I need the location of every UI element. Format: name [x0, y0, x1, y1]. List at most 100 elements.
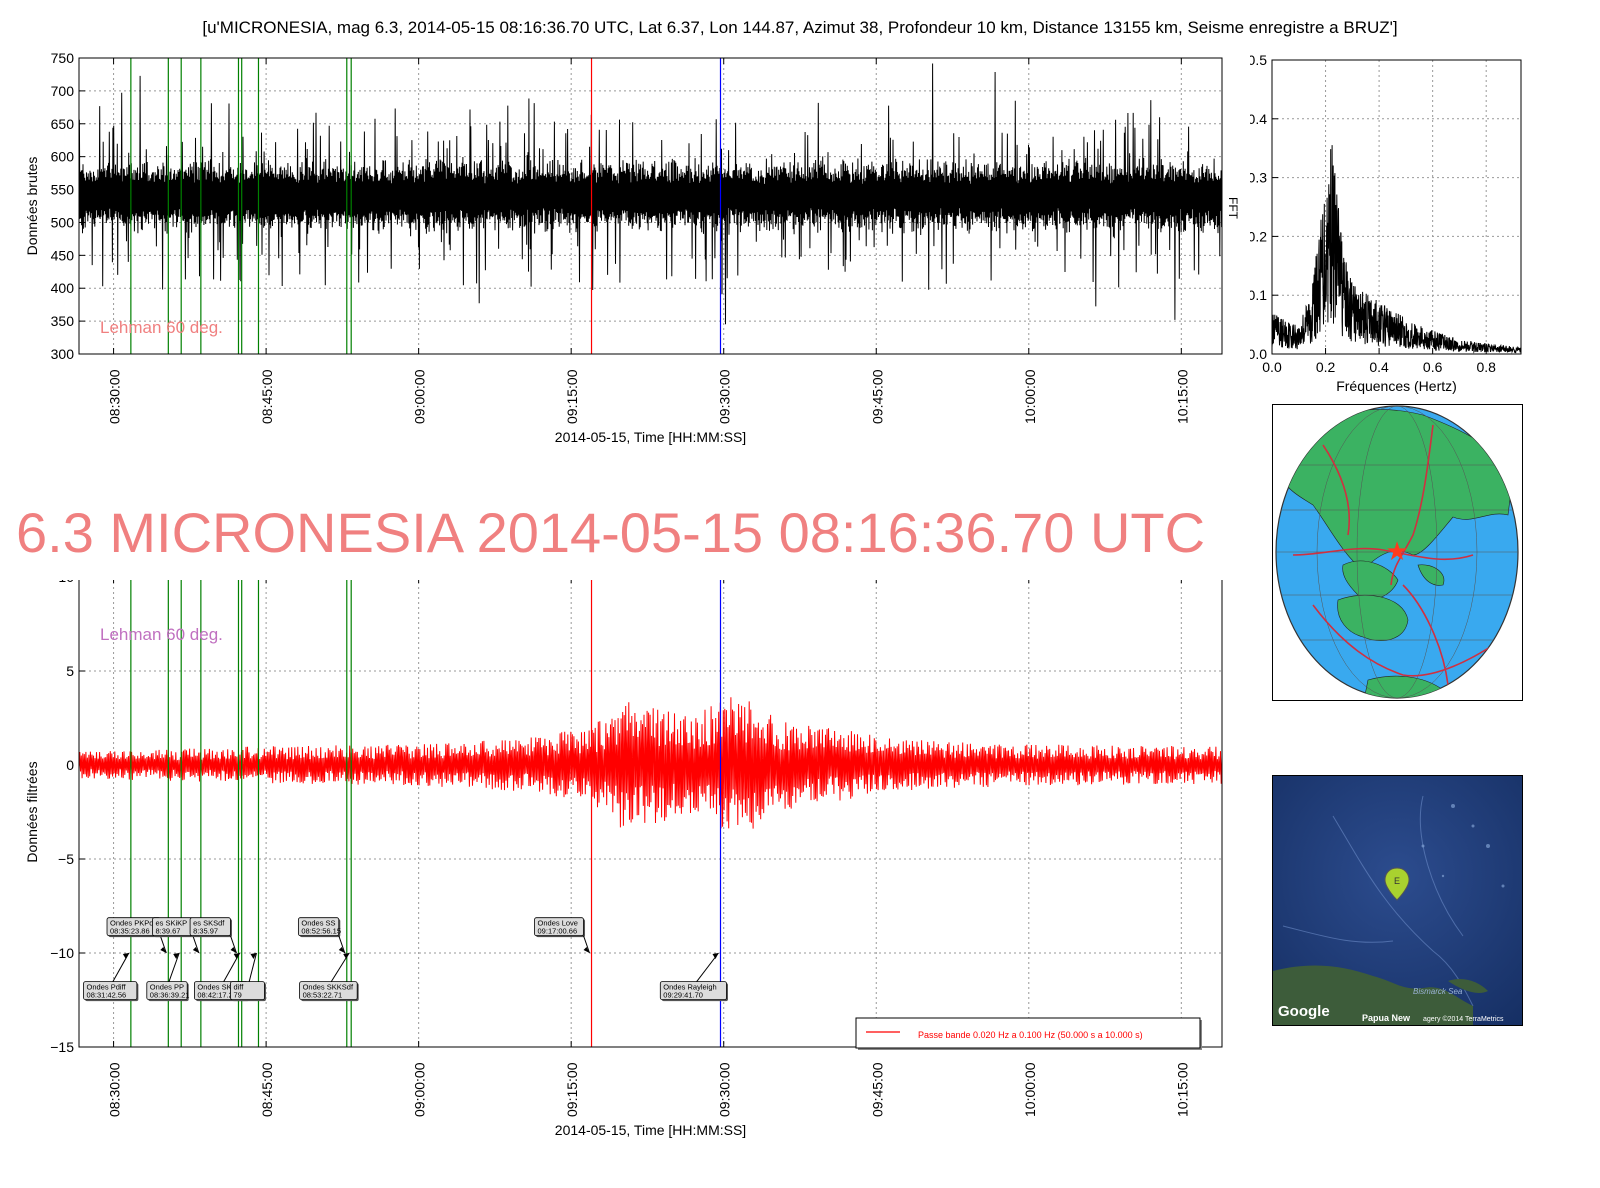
phase-arrow — [583, 935, 590, 954]
plot-frame — [1271, 59, 1522, 355]
x-tick-label: 0.6 — [1423, 359, 1443, 375]
x-tick-label: 10:15:00 — [1174, 1062, 1190, 1117]
phase-label-box — [189, 917, 231, 937]
x-tick-label: 09:45:00 — [869, 1062, 885, 1117]
plot-frame — [78, 57, 1223, 355]
phase-label-time: 08:52:56.15 — [301, 927, 341, 936]
phase-arrow — [248, 952, 257, 982]
phase-label-time: 08:53:22.71 — [303, 991, 343, 1000]
x-tick-label: 0.2 — [1316, 359, 1336, 375]
fft-trace — [1271, 145, 1522, 354]
phase-label-time: 79 — [233, 991, 241, 1000]
phase-label-time: 08:35:23.86 — [110, 927, 150, 936]
y-tick-label: 450 — [51, 247, 75, 263]
epicenter-star-icon: ★ — [1385, 536, 1408, 566]
svg-text:E: E — [1394, 876, 1400, 886]
phase-arrow — [159, 935, 167, 954]
figure-title: [u'MICRONESIA, mag 6.3, 2014-05-15 08:16… — [202, 18, 1398, 37]
phase-label-time: 8:35.97 — [193, 927, 218, 936]
y-tick-label: 5 — [66, 663, 74, 679]
y-tick-label: 10 — [58, 580, 74, 585]
y-tick-label: −5 — [58, 851, 74, 867]
phase-arrow — [168, 952, 180, 982]
phase-label-time: 8:39.67 — [155, 927, 180, 936]
x-axis: 08:30:00 08:45:00 09:00:00 09:15:00 09:30:00… — [107, 58, 1190, 445]
y-axis-label: Données filtrées — [24, 761, 40, 862]
phase-label-name: Ondes Love — [538, 919, 578, 928]
phase-label-name: Ondes Rayleigh — [663, 983, 716, 992]
lehman-annotation: Lehman 60 deg. — [100, 625, 223, 644]
phase-label-time: 08:36:39.21 — [150, 991, 190, 1000]
lehman-annotation: Lehman 60 deg. — [100, 318, 223, 337]
y-tick-label: −10 — [50, 945, 74, 961]
raw-trace — [78, 63, 1223, 325]
google-logo: Google — [1278, 1003, 1330, 1020]
phase-label-time: 09:29:41.70 — [663, 991, 703, 1000]
arrow-head-icon — [712, 953, 719, 959]
x-tick-label: 09:15:00 — [564, 369, 580, 424]
x-tick-label: 10:00:00 — [1022, 1062, 1038, 1117]
phase-label-time: 08:31:42.56 — [87, 991, 127, 1000]
x-tick-label: 08:30:00 — [107, 369, 123, 424]
event-headline: 6.3 MICRONESIA 2014-05-15 08:16:36.70 UT… — [16, 501, 1206, 564]
sea-label: Bismarck Sea — [1413, 987, 1463, 996]
arrow-head-icon — [338, 947, 345, 953]
x-tick-label: 08:30:00 — [107, 1062, 123, 1117]
raw-seismogram-chart: 08:30:00 08:45:00 09:00:00 09:15:00 09:30:00… — [24, 50, 1240, 445]
y-tick-label: 0.5 — [1250, 52, 1267, 68]
phase-arrow — [230, 935, 237, 954]
x-axis: 08:30:00 08:45:00 09:00:00 09:15:00 09:30:00… — [107, 580, 1190, 1138]
y-tick-label: 0.1 — [1250, 287, 1267, 303]
phase-label-name: diff — [233, 983, 244, 992]
map-pin-icon: E — [1384, 867, 1410, 901]
phase-label-box — [83, 981, 138, 1001]
phase-label-name: Ondes SS — [301, 919, 335, 928]
arrow-head-icon — [343, 953, 350, 959]
y-tick-label: −15 — [50, 1039, 74, 1055]
filtered-trace — [78, 697, 1223, 829]
x-tick-label: 10:15:00 — [1174, 369, 1190, 424]
y-tick-label: 350 — [51, 313, 75, 329]
phase-arrow — [192, 935, 200, 954]
arrow-head-icon — [160, 947, 167, 953]
y-axis-label: Données brutes — [24, 157, 40, 256]
phase-label-box — [659, 981, 727, 1001]
y-tick-label: 300 — [51, 346, 75, 362]
fft-side-label: FFT — [1226, 197, 1240, 220]
x-tick-label: 0.8 — [1476, 359, 1496, 375]
x-tick-label: 08:45:00 — [259, 1062, 275, 1117]
y-tick-label: 0.0 — [1250, 346, 1267, 362]
phase-label-box — [297, 917, 340, 937]
phase-label-box — [299, 981, 358, 1001]
x-axis-label: 2014-05-15, Time [HH:MM:SS] — [555, 429, 746, 445]
y-tick-label: 500 — [51, 214, 75, 230]
y-axis: 0.0 0.1 0.2 0.3 0.4 0.5 — [1250, 52, 1521, 362]
legend-box — [855, 1017, 1201, 1049]
imagery-credit: agery ©2014 TerraMetrics — [1423, 1015, 1504, 1023]
y-tick-label: 0.4 — [1250, 111, 1267, 127]
y-tick-label: 0.2 — [1250, 228, 1267, 244]
arrow-head-icon — [192, 947, 199, 953]
x-tick-label: 09:30:00 — [717, 1062, 733, 1117]
place-label: Papua New — [1362, 1013, 1411, 1023]
y-tick-label: 0.3 — [1250, 170, 1267, 186]
x-tick-label: 08:45:00 — [259, 369, 275, 424]
legend-label: Passe bande 0.020 Hz a 0.100 Hz (50.000 … — [918, 1030, 1143, 1040]
y-tick-label: 700 — [51, 83, 75, 99]
phase-label-name: Ondes SKSac — [197, 983, 244, 992]
phase-label-time: 08:42:17.26 — [197, 991, 237, 1000]
x-tick-label: 09:00:00 — [412, 369, 428, 424]
y-tick-label: 600 — [51, 149, 75, 165]
legend: Passe bande 0.020 Hz a 0.100 Hz (50.000 … — [855, 1017, 1202, 1050]
y-tick-label: 400 — [51, 280, 75, 296]
x-tick-label: 09:00:00 — [412, 1062, 428, 1117]
x-tick-label: 0.4 — [1369, 359, 1389, 375]
y-tick-label: 750 — [51, 50, 75, 66]
x-tick-label: 09:45:00 — [869, 369, 885, 424]
